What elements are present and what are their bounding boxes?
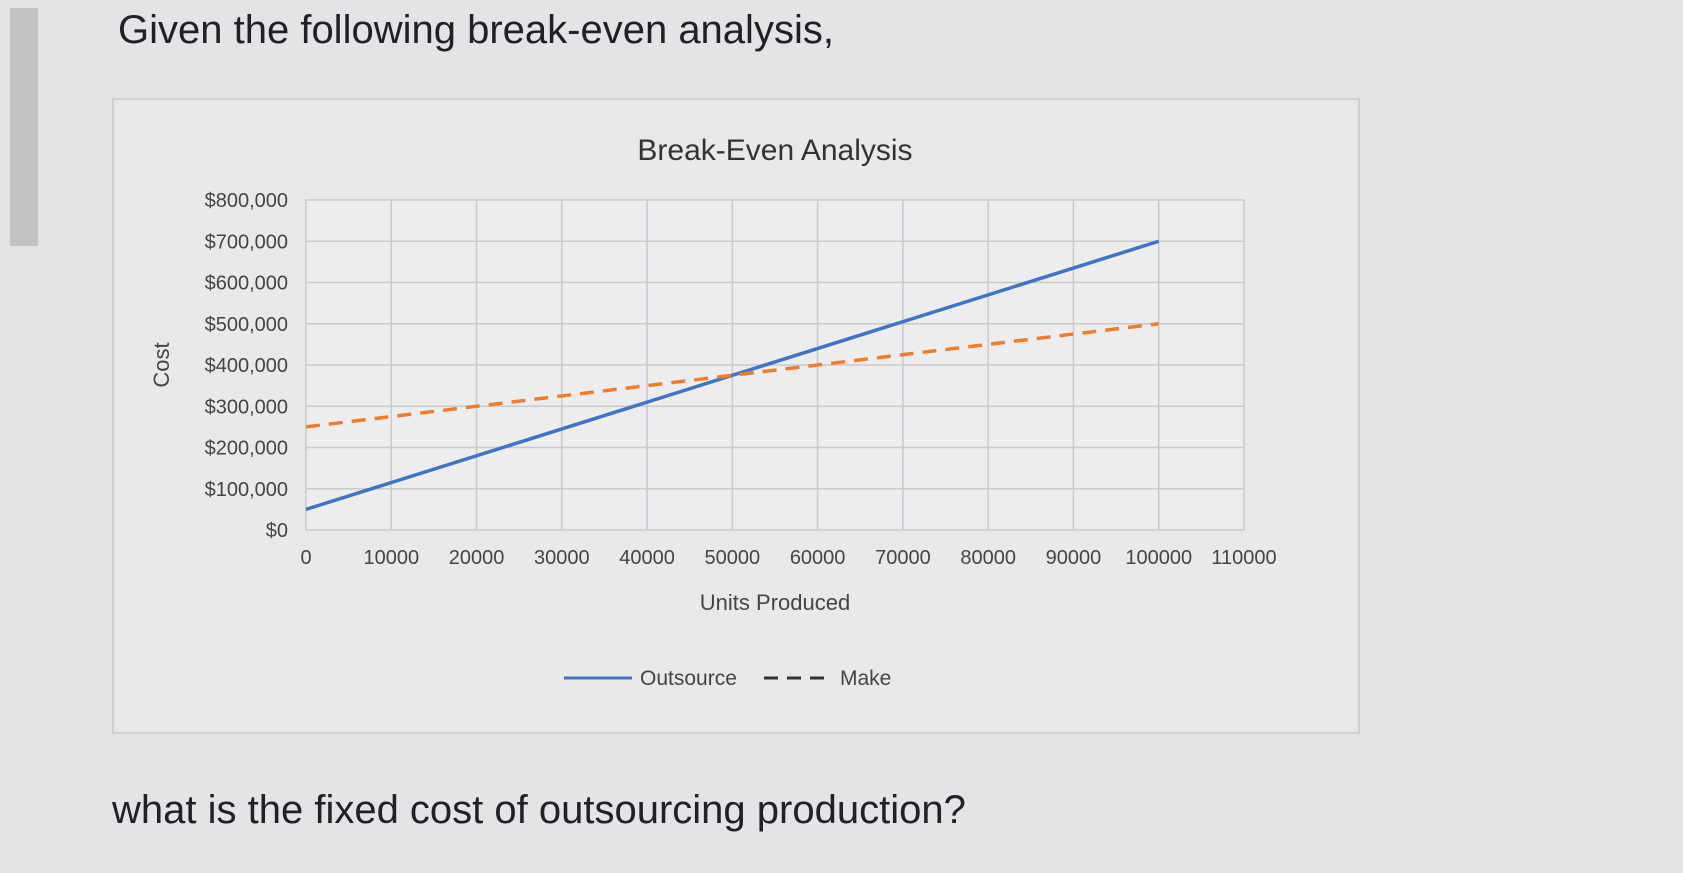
y-tick-label: $500,000 bbox=[205, 314, 288, 336]
chart-container: $0 $100,000 $200,000 $300,000 $400,000 $500,0… bbox=[112, 98, 1360, 734]
series-line-make bbox=[305, 322, 1159, 429]
y-tick-label: $100,000 bbox=[205, 479, 288, 501]
legend-label-make: Make bbox=[840, 667, 891, 690]
y-tick-label: $600,000 bbox=[205, 273, 288, 295]
legend-label-outsource: Outsource bbox=[640, 667, 737, 690]
x-tick-label: 10000 bbox=[363, 547, 419, 569]
y-tick-label: $800,000 bbox=[205, 190, 288, 212]
y-tick-label: $200,000 bbox=[205, 438, 288, 460]
x-axis-label: Units Produced bbox=[700, 590, 850, 615]
x-tick-label: 100000 bbox=[1125, 547, 1192, 569]
x-tick-label: 60000 bbox=[790, 547, 846, 569]
x-tick-label: 20000 bbox=[449, 547, 505, 569]
x-tick-label: 110000 bbox=[1211, 547, 1276, 569]
y-tick-label: $400,000 bbox=[205, 355, 288, 377]
x-tick-label: 90000 bbox=[1046, 547, 1102, 569]
y-tick-label: $300,000 bbox=[205, 396, 288, 418]
x-tick-label: 0 bbox=[300, 547, 311, 569]
y-axis-label: Cost bbox=[149, 342, 174, 387]
scrollbar-thumb[interactable] bbox=[10, 8, 38, 246]
x-tick-label: 40000 bbox=[619, 547, 675, 569]
y-tick-label: $0 bbox=[266, 520, 288, 542]
question-prompt: what is the fixed cost of outsourcing pr… bbox=[112, 788, 966, 832]
series-line-outsource bbox=[305, 239, 1160, 512]
y-tick-label: $700,000 bbox=[205, 231, 288, 253]
x-tick-label: 50000 bbox=[705, 547, 761, 569]
x-tick-label: 70000 bbox=[875, 547, 931, 569]
break-even-chart: $0 $100,000 $200,000 $300,000 $400,000 $500,0… bbox=[149, 134, 1277, 690]
question-intro: Given the following break-even analysis, bbox=[118, 8, 834, 52]
x-tick-label: 80000 bbox=[960, 547, 1016, 569]
chart-title: Break-Even Analysis bbox=[637, 134, 912, 167]
x-tick-label: 30000 bbox=[534, 547, 590, 569]
